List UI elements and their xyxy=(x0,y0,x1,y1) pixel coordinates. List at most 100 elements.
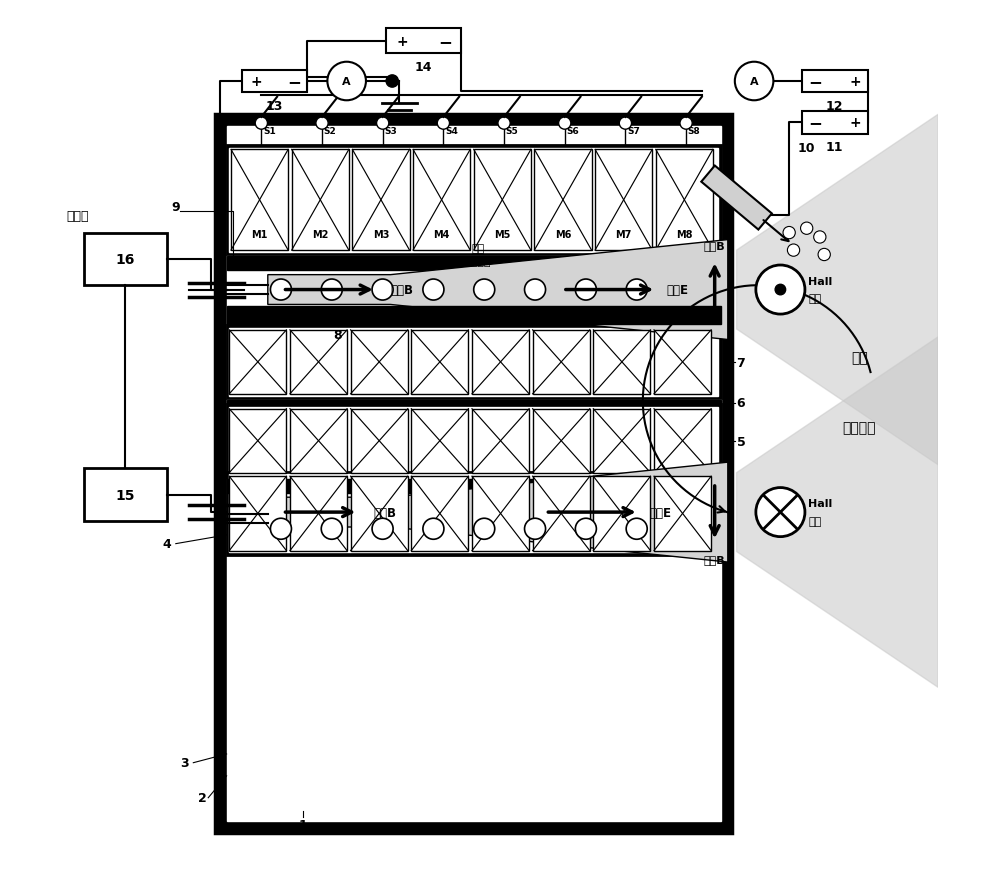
Text: 羽流: 羽流 xyxy=(851,350,868,364)
Bar xyxy=(802,112,868,134)
Text: 电流: 电流 xyxy=(808,516,822,526)
Bar xyxy=(227,126,721,822)
Text: S6: S6 xyxy=(566,126,579,135)
Bar xyxy=(656,150,713,251)
Text: 磁场B: 磁场B xyxy=(390,284,413,297)
Bar xyxy=(351,409,408,473)
Circle shape xyxy=(775,285,786,296)
Circle shape xyxy=(423,519,444,540)
Bar xyxy=(533,330,590,394)
Bar xyxy=(227,405,721,478)
Bar xyxy=(595,150,652,251)
Circle shape xyxy=(559,118,571,130)
Text: M2: M2 xyxy=(312,229,328,240)
Bar xyxy=(474,150,531,251)
Text: 9: 9 xyxy=(171,200,180,213)
Circle shape xyxy=(756,266,805,314)
Text: 等离子体: 等离子体 xyxy=(465,256,491,267)
Bar xyxy=(593,477,650,551)
Text: 7: 7 xyxy=(737,356,745,370)
Bar xyxy=(802,70,868,93)
Polygon shape xyxy=(268,463,728,563)
Bar xyxy=(534,150,592,251)
Text: 磁场B: 磁场B xyxy=(704,241,725,251)
Bar xyxy=(227,400,721,406)
Circle shape xyxy=(255,118,267,130)
Bar xyxy=(227,306,721,324)
Circle shape xyxy=(575,280,596,300)
Circle shape xyxy=(386,76,398,88)
Bar xyxy=(593,409,650,473)
Bar xyxy=(227,479,721,493)
Circle shape xyxy=(575,519,596,540)
Circle shape xyxy=(321,519,342,540)
Text: M3: M3 xyxy=(373,229,389,240)
Bar xyxy=(593,330,650,394)
Circle shape xyxy=(619,118,632,130)
Text: M7: M7 xyxy=(615,229,632,240)
Text: S2: S2 xyxy=(324,126,337,135)
Circle shape xyxy=(474,519,495,540)
Text: S4: S4 xyxy=(445,126,458,135)
Text: +: + xyxy=(849,75,861,89)
Text: 电场E: 电场E xyxy=(649,506,671,519)
Bar xyxy=(411,409,468,473)
Circle shape xyxy=(474,280,495,300)
Text: 16: 16 xyxy=(116,253,135,267)
Text: −: − xyxy=(438,32,452,51)
Bar xyxy=(229,407,718,475)
Bar xyxy=(227,146,721,255)
Text: +: + xyxy=(849,116,861,130)
Circle shape xyxy=(372,519,393,540)
Circle shape xyxy=(377,118,389,130)
Text: 13: 13 xyxy=(265,100,283,113)
Text: S8: S8 xyxy=(688,126,701,135)
Text: M6: M6 xyxy=(555,229,571,240)
Circle shape xyxy=(626,519,647,540)
Text: 10: 10 xyxy=(798,141,815,155)
Bar xyxy=(352,150,410,251)
Text: 磁场B: 磁场B xyxy=(373,506,396,519)
Polygon shape xyxy=(268,241,728,340)
Bar xyxy=(386,29,461,54)
Text: Hall: Hall xyxy=(808,277,833,286)
Text: M8: M8 xyxy=(676,229,693,240)
Circle shape xyxy=(756,488,805,537)
Text: M1: M1 xyxy=(251,229,268,240)
Bar xyxy=(242,70,307,93)
Bar xyxy=(654,477,711,551)
Bar xyxy=(701,166,772,230)
Text: S7: S7 xyxy=(627,126,640,135)
Bar xyxy=(533,477,590,551)
Circle shape xyxy=(525,280,546,300)
Bar xyxy=(411,330,468,394)
Text: 12: 12 xyxy=(826,100,843,113)
Text: S5: S5 xyxy=(506,126,519,135)
Text: 15: 15 xyxy=(116,488,135,502)
Text: Hall: Hall xyxy=(808,499,833,508)
Text: +: + xyxy=(396,34,408,48)
Bar xyxy=(654,409,711,473)
Bar xyxy=(290,409,347,473)
Text: M4: M4 xyxy=(433,229,450,240)
Text: 8: 8 xyxy=(334,328,342,342)
Circle shape xyxy=(787,245,800,257)
Bar xyxy=(413,150,470,251)
Text: 2: 2 xyxy=(198,791,206,804)
Circle shape xyxy=(818,249,830,262)
Circle shape xyxy=(801,223,813,235)
Bar xyxy=(411,477,468,551)
Text: 等离子体: 等离子体 xyxy=(843,421,876,435)
Bar xyxy=(290,477,347,551)
Bar xyxy=(472,330,529,394)
Circle shape xyxy=(270,519,291,540)
Bar xyxy=(472,409,529,473)
Bar xyxy=(292,150,349,251)
Bar xyxy=(654,330,711,394)
Bar xyxy=(229,475,718,553)
Text: 11: 11 xyxy=(826,141,843,154)
Bar xyxy=(227,326,721,399)
Text: S3: S3 xyxy=(384,126,397,135)
Circle shape xyxy=(437,118,450,130)
Text: 3: 3 xyxy=(180,756,189,769)
